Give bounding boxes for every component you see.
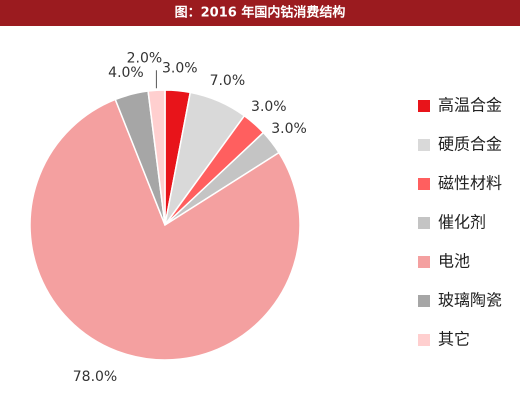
legend-label: 硬质合金	[438, 135, 502, 154]
legend-label: 玻璃陶瓷	[438, 291, 502, 310]
data-label: 7.0%	[210, 73, 246, 89]
data-label: 4.0%	[108, 65, 144, 81]
data-label: 3.0%	[271, 121, 307, 137]
legend-label: 磁性材料	[438, 174, 502, 193]
data-label: 3.0%	[251, 99, 287, 115]
pie-slice	[147, 89, 166, 226]
legend-swatch	[418, 217, 430, 229]
data-label: 2.0%	[127, 50, 163, 66]
legend-label: 催化剂	[438, 213, 486, 232]
data-label: 78.0%	[73, 369, 117, 385]
legend-swatch	[418, 334, 430, 346]
legend-label: 其它	[438, 330, 470, 349]
legend-swatch	[418, 295, 430, 307]
pie-slice	[29, 98, 301, 361]
legend-swatch	[418, 256, 430, 268]
legend-label: 高温合金	[438, 96, 502, 115]
legend-swatch	[418, 139, 430, 151]
title-bar	[0, 0, 520, 26]
legend-swatch	[418, 178, 430, 190]
legend-label: 电池	[438, 252, 470, 271]
chart-title: 图：2016 年国内钴消费结构	[175, 5, 346, 21]
data-label: 3.0%	[162, 61, 198, 77]
legend-swatch	[418, 100, 430, 112]
